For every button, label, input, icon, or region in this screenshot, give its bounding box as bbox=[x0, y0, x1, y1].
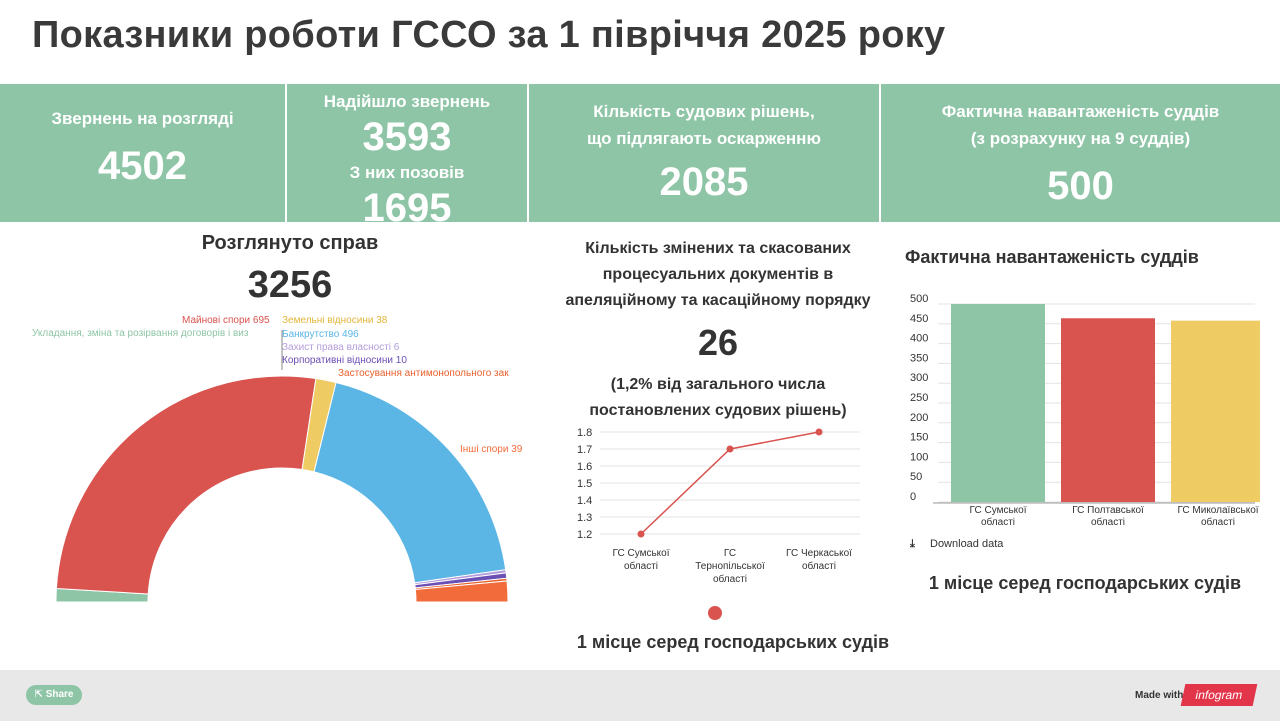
donut-slice-label: Інші спори 39 bbox=[460, 444, 523, 455]
y-tick-label: 1.4 bbox=[577, 495, 592, 507]
y-tick-label: 1.8 bbox=[577, 427, 592, 439]
stat-requests-label: Звернень на розгляді bbox=[51, 109, 234, 128]
stats-divider bbox=[879, 84, 881, 222]
stat-received: Надійшло звернень 3593 З них позовів 169… bbox=[287, 84, 527, 230]
donut-slice-label: Майнові спори 695 bbox=[182, 315, 270, 326]
x-tick-label: області bbox=[624, 560, 658, 572]
cases-total: 3256 bbox=[247, 264, 333, 306]
donut-slice-label: Застосування антимонопольного зак bbox=[338, 368, 509, 379]
changed-docs-title: Кількість змінених та скасованих процесу… bbox=[548, 236, 888, 314]
y-tick-label: 1.7 bbox=[577, 444, 592, 456]
x-tick-label: ГС Сумської bbox=[970, 505, 1027, 516]
y-tick-label: 1.6 bbox=[577, 461, 592, 473]
changed-docs-title-line: Кількість змінених та скасованих bbox=[585, 240, 851, 257]
bar-chart: 0 50 100 150 200 250 300 350 400 450 500 ГС Сумськ… bbox=[910, 293, 1260, 528]
stat-requests: Звернень на розгляді 4502 bbox=[0, 84, 285, 222]
stat-workload-label-1: Фактична навантаженість суддів bbox=[941, 102, 1220, 121]
changed-docs-sub-line: (1,2% від загального числа bbox=[610, 376, 826, 393]
x-tick-label: області bbox=[713, 573, 747, 585]
footer-bar: ⇱ Share Made with infogram bbox=[0, 670, 1280, 721]
y-tick-label: 1.5 bbox=[577, 478, 592, 490]
stat-decisions: Кількість судових рішень, що підлягають … bbox=[529, 84, 879, 222]
page-title: Показники роботи ГССО за 1 півріччя 2025… bbox=[32, 14, 946, 56]
y-tick-label: 100 bbox=[910, 451, 928, 463]
y-tick-label: 300 bbox=[910, 372, 928, 384]
bar[interactable] bbox=[1171, 320, 1260, 502]
stat-workload: Фактична навантаженість суддів (з розрах… bbox=[881, 84, 1280, 222]
y-tick-label: 150 bbox=[910, 432, 928, 444]
y-tick-label: 450 bbox=[910, 313, 928, 325]
changed-docs-rank: 1 місце серед господарських судів bbox=[576, 632, 890, 652]
changed-docs-title-line: процесуальних документів в bbox=[602, 266, 834, 283]
donut-slice[interactable] bbox=[414, 580, 509, 603]
x-tick-label: ГС bbox=[724, 548, 736, 559]
y-tick-label: 50 bbox=[910, 471, 922, 483]
line-point[interactable] bbox=[637, 530, 645, 538]
stat-received-value: 3593 bbox=[362, 115, 452, 159]
workload-chart-title: Фактична навантаженість суддів bbox=[905, 247, 1199, 267]
changed-docs-number: 26 bbox=[697, 322, 739, 363]
x-tick-label: області bbox=[1091, 516, 1125, 528]
stat-claims-value: 1695 bbox=[362, 186, 452, 230]
x-tick-label: ГС Черкаської bbox=[786, 548, 852, 559]
stat-workload-label-2: (з розрахунку на 9 суддів) bbox=[970, 129, 1191, 148]
y-tick-label: 0 bbox=[910, 491, 916, 503]
x-tick-label: ГС Полтавської bbox=[1072, 505, 1144, 516]
share-icon: ⇱ bbox=[34, 689, 46, 700]
infogram-logo[interactable]: infogram bbox=[1180, 684, 1258, 706]
x-tick-label: Тернопільської bbox=[695, 561, 765, 572]
workload-rank: 1 місце серед господарських судів bbox=[928, 573, 1242, 593]
y-tick-label: 500 bbox=[910, 293, 928, 305]
stat-decisions-label-1: Кількість судових рішень, bbox=[593, 102, 815, 121]
x-tick-label: області bbox=[802, 560, 836, 572]
x-tick-label: ГС Сумської bbox=[613, 548, 670, 559]
share-label: Share bbox=[45, 689, 74, 700]
stats-banner: Звернень на розгляді 4502 Надійшло зверн… bbox=[0, 84, 1280, 230]
stat-workload-value: 500 bbox=[1047, 164, 1114, 208]
donut-slice[interactable] bbox=[313, 381, 507, 584]
y-tick-label: 250 bbox=[910, 392, 928, 404]
line-chart: 1.21.31.41.51.61.71.8 ГС Сумськоїобласті… bbox=[577, 427, 860, 585]
download-icon: ⤓ bbox=[910, 538, 915, 550]
download-data-button[interactable]: ⤓ Download data bbox=[910, 538, 1003, 551]
donut-slice-label: Банкрутство 496 bbox=[282, 329, 359, 340]
stat-requests-value: 4502 bbox=[98, 144, 187, 188]
donut-slice[interactable] bbox=[55, 375, 317, 595]
stat-decisions-value: 2085 bbox=[659, 160, 749, 204]
changed-docs-subtitle: (1,2% від загального числа постановлених… bbox=[548, 372, 888, 424]
stats-divider bbox=[527, 84, 529, 222]
bar[interactable] bbox=[951, 304, 1045, 502]
stat-decisions-label-2: що підлягають оскарженню bbox=[587, 129, 821, 148]
share-button[interactable]: ⇱ Share bbox=[26, 685, 82, 705]
line-point[interactable] bbox=[726, 445, 734, 453]
stats-divider bbox=[285, 84, 287, 222]
stat-claims-label: З них позовів bbox=[349, 163, 465, 182]
donut-slice-label: Корпоративні відносини 10 bbox=[282, 355, 407, 366]
bar[interactable] bbox=[1061, 318, 1155, 502]
changed-docs-title-line: апеляційному та касаційному порядку bbox=[565, 292, 871, 309]
stat-received-label: Надійшло звернень bbox=[323, 92, 491, 111]
cases-semi-donut-chart: Укладання, зміна та розірвання договорів… bbox=[32, 315, 523, 603]
y-tick-label: 200 bbox=[910, 412, 928, 424]
made-with-label: Made with bbox=[1135, 690, 1184, 701]
donut-slice-label: Земельні відносини 38 bbox=[282, 315, 388, 326]
legend-dot-icon bbox=[708, 606, 722, 620]
y-tick-label: 400 bbox=[910, 333, 928, 345]
donut-slice-label: Захист права власності 6 bbox=[282, 342, 400, 353]
line-point[interactable] bbox=[815, 428, 823, 436]
x-tick-label: області bbox=[1201, 516, 1235, 528]
y-tick-label: 350 bbox=[910, 352, 928, 364]
x-tick-label: ГС Миколаївської bbox=[1177, 505, 1258, 516]
download-data-label: Download data bbox=[930, 538, 1004, 550]
y-tick-label: 1.3 bbox=[577, 512, 592, 524]
y-tick-label: 1.2 bbox=[577, 529, 592, 541]
cases-title: Розглянуто справ bbox=[201, 232, 379, 254]
changed-docs-sub-line: постановлених судових рішень) bbox=[589, 402, 847, 419]
x-tick-label: області bbox=[981, 516, 1015, 528]
donut-slice-label: Укладання, зміна та розірвання договорів… bbox=[32, 328, 249, 339]
